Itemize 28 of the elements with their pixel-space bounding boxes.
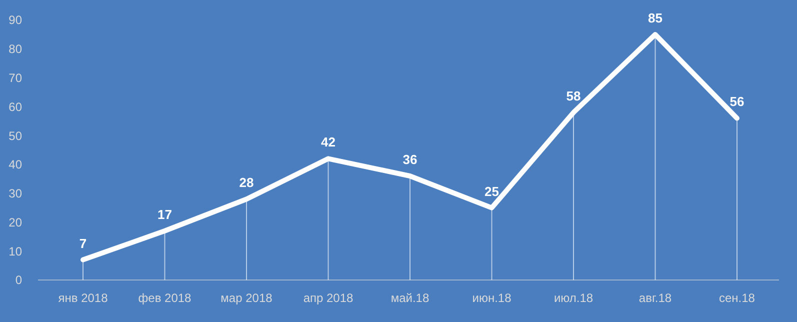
y-tick-label: 70 — [8, 70, 22, 85]
y-tick-label: 50 — [8, 128, 22, 143]
data-label: 85 — [648, 10, 662, 26]
x-tick-label: сен.18 — [719, 291, 756, 305]
data-label: 36 — [402, 152, 418, 167]
data-label: 42 — [321, 134, 336, 150]
x-tick-label: янв 2018 — [58, 291, 108, 305]
data-label: 56 — [730, 94, 744, 110]
x-tick-label: май.18 — [390, 291, 430, 305]
x-tick-label: июл.18 — [554, 291, 594, 305]
y-tick-label: 40 — [8, 158, 22, 172]
y-tick-label: 30 — [8, 186, 22, 201]
x-tick-label: мар 2018 — [220, 291, 273, 305]
y-tick-label: 10 — [8, 244, 22, 258]
x-tick-label: апр 2018 — [303, 291, 354, 305]
data-label: 28 — [239, 175, 254, 190]
y-tick-label: 20 — [8, 215, 22, 230]
data-label: 7 — [79, 236, 87, 251]
x-tick-label: авг.18 — [638, 291, 672, 305]
y-tick-label: 90 — [8, 13, 22, 28]
x-tick-label: фев 2018 — [138, 291, 192, 305]
y-tick-label: 80 — [8, 42, 22, 56]
y-tick-label: 0 — [15, 273, 22, 288]
data-label: 58 — [566, 88, 581, 104]
data-label: 17 — [158, 206, 172, 222]
x-tick-label: июн.18 — [472, 291, 512, 305]
y-tick-label: 60 — [8, 100, 22, 114]
data-label: 25 — [484, 184, 499, 199]
